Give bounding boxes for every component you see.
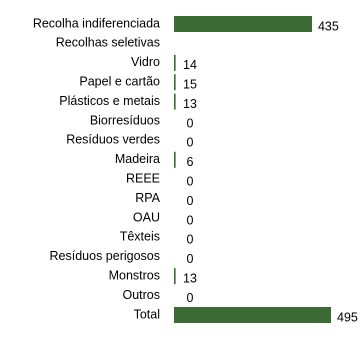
value-label-oau: 0 (187, 213, 194, 227)
bar-papel-e-cartao (174, 74, 176, 91)
category-label-recolha-indiferenciada: Recolha indiferenciada (33, 16, 160, 30)
value-label-outros: 0 (187, 291, 194, 305)
category-label-texteis: Têxteis (120, 230, 160, 244)
value-label-plasticos-e-metais: 13 (183, 97, 197, 111)
category-label-residuos-verdes: Resíduos verdes (66, 133, 160, 147)
value-label-vidro: 14 (183, 58, 197, 72)
category-label-recolhas-seletivas: Recolhas seletivas (56, 36, 160, 50)
value-label-biorresiduos: 0 (187, 116, 194, 130)
bar-monstros (174, 268, 176, 285)
bar-plasticos-e-metais (174, 93, 176, 110)
value-label-papel-e-cartao: 15 (183, 77, 197, 91)
value-label-recolha-indiferenciada: 435 (318, 19, 339, 33)
value-label-total: 495 (337, 310, 358, 324)
category-label-reee: REEE (126, 171, 160, 185)
category-label-oau: OAU (133, 210, 160, 224)
value-labels: 435 14 15 13 0 0 6 0 0 0 0 0 13 0 495 (183, 19, 358, 324)
value-label-monstros: 13 (183, 271, 197, 285)
category-labels: Recolha indiferenciada Recolhas seletivas… (33, 16, 161, 321)
value-label-madeira: 6 (187, 155, 194, 169)
category-label-residuos-perigosos: Resíduos perigosos (50, 249, 160, 263)
category-label-monstros: Monstros (109, 268, 160, 282)
category-label-rpa: RPA (135, 191, 160, 205)
category-label-madeira: Madeira (115, 152, 160, 166)
bar-vidro (174, 54, 176, 71)
bar-total (174, 307, 331, 323)
bar-madeira (174, 151, 176, 168)
bars (174, 16, 331, 323)
value-label-residuos-perigosos: 0 (187, 252, 194, 266)
bar-recolha-indiferenciada (174, 16, 312, 32)
category-label-plasticos-e-metais: Plásticos e metais (59, 94, 160, 108)
category-label-outros: Outros (122, 288, 160, 302)
value-label-rpa: 0 (187, 194, 194, 208)
category-label-vidro: Vidro (131, 55, 160, 69)
category-label-total: Total (134, 307, 160, 321)
value-label-reee: 0 (187, 174, 194, 188)
category-label-biorresiduos: Biorresíduos (90, 113, 160, 127)
category-label-papel-e-cartao: Papel e cartão (79, 74, 160, 88)
value-label-residuos-verdes: 0 (187, 136, 194, 150)
value-label-texteis: 0 (187, 233, 194, 247)
